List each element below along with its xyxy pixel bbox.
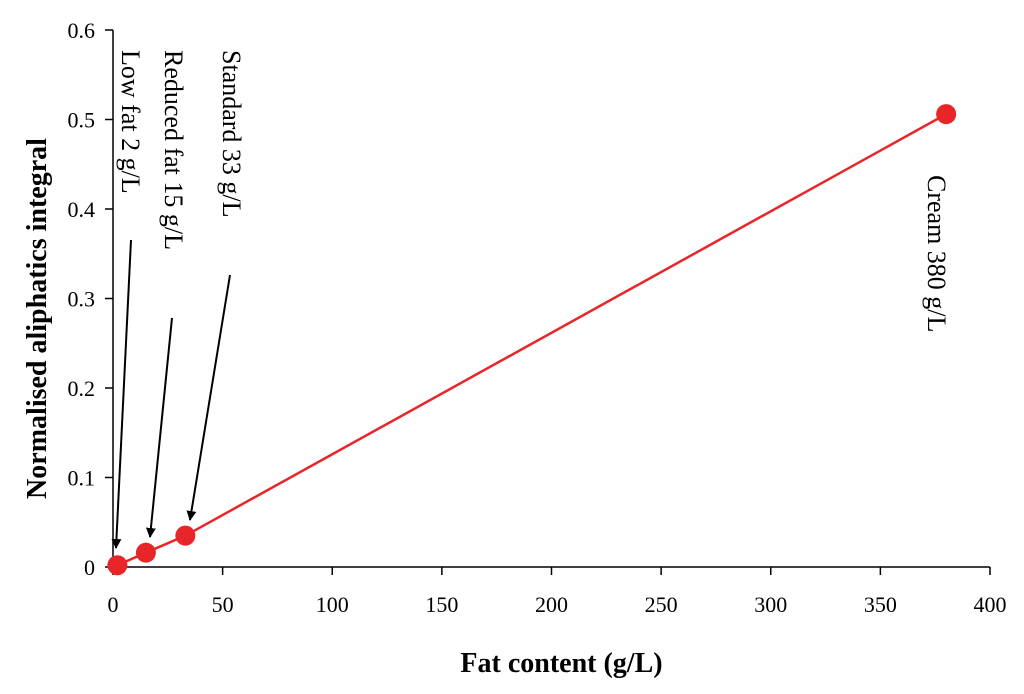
annotation-label: Reduced fat 15 g/L [159,50,188,250]
series-line [116,113,947,567]
y-tick-label: 0 [84,555,95,580]
x-axis-ticks: 0 50 100 150 200 250 300 350 400 [108,567,1007,617]
annotation-label: Low fat 2 g/L [116,50,145,194]
y-tick-label: 0.6 [68,18,96,43]
y-tick-label: 0.5 [68,108,96,133]
y-tick-label: 0.1 [68,466,96,491]
x-tick-label: 150 [425,592,458,617]
annotation-arrow [111,239,132,549]
x-tick-label: 200 [535,592,568,617]
y-tick-label: 0.3 [68,287,96,312]
y-tick-label: 0.2 [68,376,96,401]
x-axis-title: Fat content (g/L) [460,648,662,679]
annotation-arrow [145,317,173,538]
data-point [936,104,957,125]
annotation-label: Standard 33 g/L [217,50,246,218]
x-tick-label: 0 [108,592,119,617]
x-tick-label: 350 [864,592,897,617]
x-tick-label: 50 [212,592,234,617]
y-axis-title: Normalised aliphatics integral [22,138,53,499]
data-point [135,542,156,563]
x-tick-label: 100 [316,592,349,617]
data-series [107,104,957,576]
y-axis-ticks: 0 0.1 0.2 0.3 0.4 0.5 0.6 [68,18,113,580]
data-point [107,555,128,576]
x-tick-label: 400 [974,592,1007,617]
annotation-arrow [186,274,231,521]
x-tick-label: 300 [754,592,787,617]
y-tick-label: 0.4 [68,197,96,222]
annotations: Low fat 2 g/L Reduced fat 15 g/L Standard … [111,50,951,549]
x-tick-label: 250 [645,592,678,617]
annotation-label: Cream 380 g/L [922,175,951,332]
data-point [175,525,196,546]
